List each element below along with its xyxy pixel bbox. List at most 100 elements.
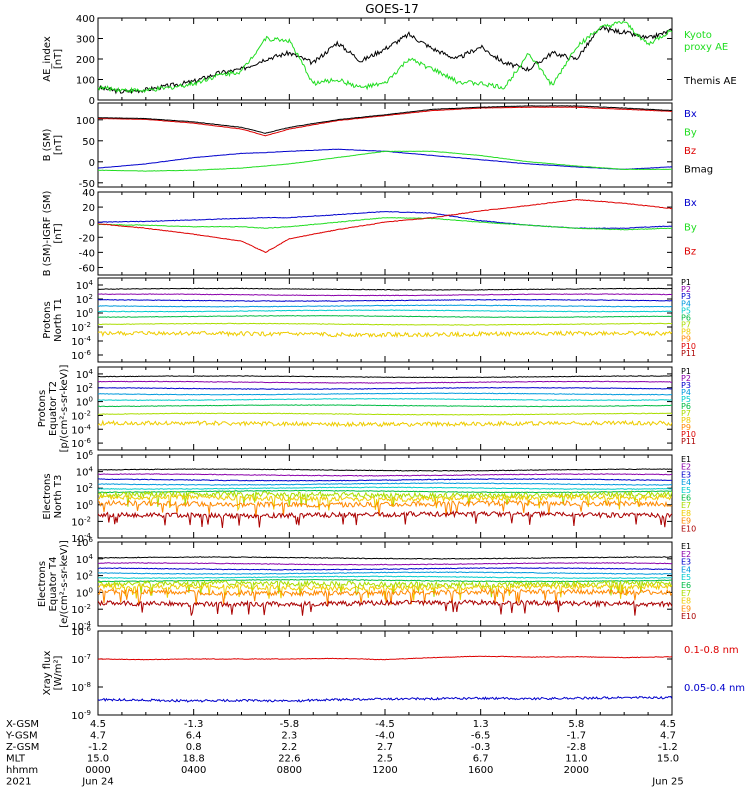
footer-cell: 15.0 bbox=[657, 754, 679, 765]
ee-ytick-label: 104 bbox=[76, 553, 94, 566]
pn-channel-p5 bbox=[98, 309, 672, 313]
ae-series-kyoto-proxy-ae bbox=[98, 20, 672, 94]
ae-ylabel: [nT] bbox=[53, 49, 64, 69]
ae-legend-entry: proxy AE bbox=[684, 42, 728, 53]
footer-row-label: Y-GSM bbox=[5, 731, 38, 742]
pn-legend-p9: P9 bbox=[681, 335, 691, 344]
ee-legend-e9: E9 bbox=[681, 604, 691, 613]
ee-legend-e3: E3 bbox=[681, 558, 691, 567]
xray-ytick-label: 10-6 bbox=[71, 625, 91, 638]
ae-legend-entry: Kyoto bbox=[684, 30, 712, 41]
bsm-legend-entry: By bbox=[684, 128, 697, 139]
bsm-ylabel: [nT] bbox=[53, 135, 64, 155]
ae-series-themis-ae bbox=[98, 26, 672, 95]
ae-plot-area bbox=[98, 20, 672, 95]
en-ytick-label: 10-4 bbox=[71, 532, 91, 545]
ee-ytick-label: 10-4 bbox=[71, 620, 91, 633]
footer-cell: 4.5 bbox=[660, 719, 676, 730]
xray-legend-entry: 0.05-0.4 nm bbox=[684, 683, 745, 694]
xray-ytick-label: 10-9 bbox=[71, 709, 91, 722]
pe-legend-p2: P2 bbox=[681, 374, 691, 383]
xray-ylabel: [W/m²] bbox=[53, 655, 64, 690]
pn-channel-p8 bbox=[98, 330, 672, 339]
footer-cell: Jun 25 bbox=[651, 777, 684, 788]
ee-ylabel: Electrons bbox=[37, 561, 48, 607]
footer-row-label: 2021 bbox=[6, 777, 31, 788]
pe-legend-p10: P10 bbox=[681, 430, 696, 439]
ae-ytick-label: 0 bbox=[89, 96, 95, 107]
pe-legend-p4: P4 bbox=[681, 388, 691, 397]
pn-ytick-label: 104 bbox=[76, 279, 94, 292]
bsm-legend-entry: Bz bbox=[684, 146, 696, 157]
footer-cell: 5.8 bbox=[568, 719, 584, 730]
pe-channel-p4 bbox=[98, 392, 672, 396]
ee-ytick-label: 10-2 bbox=[71, 603, 91, 616]
plot-title: GOES-17 bbox=[365, 2, 419, 16]
footer-cell: 2.5 bbox=[377, 754, 393, 765]
en-channel-e9 bbox=[98, 499, 672, 517]
pe-ytick-label: 10-2 bbox=[71, 409, 91, 422]
pe-channel-p2 bbox=[98, 380, 672, 384]
en-ytick-label: 104 bbox=[76, 466, 94, 479]
bsm-ylabel: B (SM) bbox=[42, 128, 53, 161]
pe-ylabel: Equator T2 bbox=[48, 381, 59, 436]
bsm-legend-entry: Bmag bbox=[684, 165, 713, 176]
pn-ylabel: Protons bbox=[42, 301, 53, 338]
footer-cell: -1.2 bbox=[88, 742, 108, 753]
pn-ytick-label: 102 bbox=[76, 293, 93, 306]
bigrf-ytick-label: -60 bbox=[79, 263, 95, 274]
footer-row-label: Z-GSM bbox=[6, 742, 39, 753]
pn-plot-area bbox=[98, 287, 672, 339]
en-ylabel: Electrons bbox=[42, 473, 53, 519]
xray-ylabel: Xray flux bbox=[42, 651, 53, 696]
bsm-plot-area bbox=[98, 105, 672, 172]
footer-cell: 0.8 bbox=[186, 742, 202, 753]
bigrf-legend-entry: Bz bbox=[684, 247, 696, 258]
en-channel-e1 bbox=[98, 468, 672, 472]
pe-legend-p11: P11 bbox=[681, 437, 696, 446]
pn-channel-p6 bbox=[98, 314, 672, 319]
en-channel-e8 bbox=[98, 493, 672, 512]
footer-cell: 11.0 bbox=[565, 754, 587, 765]
en-ytick-label: 102 bbox=[76, 482, 93, 495]
bigrf-series-bx bbox=[98, 210, 672, 230]
bigrf-ytick-label: 40 bbox=[82, 188, 95, 199]
ae-ytick-label: 400 bbox=[76, 14, 95, 25]
en-ytick-label: 10-2 bbox=[71, 515, 91, 528]
ee-legend-e1: E1 bbox=[681, 542, 691, 551]
en-channel-e2 bbox=[98, 473, 672, 477]
pn-legend-p1: P1 bbox=[681, 278, 691, 287]
footer-row-label: X-GSM bbox=[6, 719, 39, 730]
ee-legend-e10: E10 bbox=[681, 612, 696, 621]
ee-legend-e6: E6 bbox=[681, 581, 691, 590]
xray-frame bbox=[97, 630, 673, 716]
en-channel-e7 bbox=[98, 489, 672, 507]
footer-cell: 2.2 bbox=[281, 742, 297, 753]
ee-legend-e4: E4 bbox=[681, 565, 691, 574]
pn-channel-p7 bbox=[98, 322, 672, 326]
pn-channel-p3 bbox=[98, 298, 672, 302]
pe-ytick-label: 102 bbox=[76, 382, 93, 395]
footer-cell: 0400 bbox=[181, 765, 206, 776]
pe-ytick-label: 10-4 bbox=[71, 423, 91, 436]
ae-ytick-label: 100 bbox=[76, 76, 95, 87]
ee-ytick-label: 106 bbox=[76, 536, 94, 549]
ee-legend-e7: E7 bbox=[681, 589, 691, 598]
bsm-series-bz bbox=[98, 106, 672, 137]
pe-ylabel: [p/(cm²-s-sr-keV)] bbox=[59, 365, 70, 453]
ee-legend-e5: E5 bbox=[681, 573, 691, 582]
bigrf-ylabel: [nT] bbox=[53, 223, 64, 243]
ee-legend-e2: E2 bbox=[681, 550, 691, 559]
pe-legend-p7: P7 bbox=[681, 409, 691, 418]
pn-frame bbox=[97, 277, 673, 363]
bigrf-ytick-label: 0 bbox=[89, 218, 95, 229]
footer-cell: 0000 bbox=[85, 765, 110, 776]
xray-series-0-1-0-8-nm bbox=[98, 655, 672, 661]
pe-legend-p8: P8 bbox=[681, 416, 691, 425]
ae-ytick-label: 300 bbox=[76, 35, 95, 46]
pe-channel-p3 bbox=[98, 386, 672, 390]
en-channel-e4 bbox=[98, 482, 672, 486]
footer-cell: 4.7 bbox=[90, 731, 106, 742]
footer-cell: 2000 bbox=[564, 765, 589, 776]
ee-ytick-label: 102 bbox=[76, 570, 93, 583]
